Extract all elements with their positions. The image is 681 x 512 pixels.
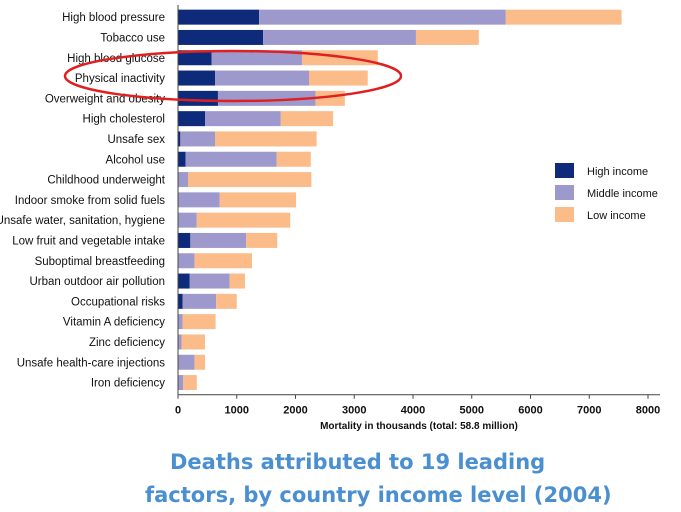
bar-low-income	[183, 375, 197, 391]
legend: High income Middle income Low income	[555, 163, 658, 222]
category-label: Overweight and obesity	[45, 93, 165, 105]
category-label: Low fruit and vegetable intake	[12, 235, 165, 247]
x-tick-label: 7000	[577, 405, 601, 417]
bar-middle-income	[180, 131, 216, 147]
bar-high-income	[178, 111, 206, 127]
bar-high-income	[178, 131, 181, 147]
bar-high-income	[178, 50, 212, 66]
x-tick-label: 0	[175, 405, 181, 417]
bar-low-income	[219, 192, 297, 208]
category-label: Unsafe health-care injections	[17, 357, 166, 369]
bar-low-income	[229, 273, 245, 289]
category-label: Unsafe sex	[107, 134, 165, 146]
category-label: High cholesterol	[83, 114, 165, 126]
bar-low-income	[215, 131, 317, 147]
bar-middle-income	[205, 111, 281, 127]
x-axis-title: Mortality in thousands (total: 58.8 mill…	[320, 421, 518, 432]
bar-middle-income	[263, 29, 416, 45]
bar-high-income	[178, 293, 183, 309]
category-label: High blood pressure	[62, 12, 165, 24]
bar-high-income	[178, 9, 260, 25]
bar-low-income	[246, 232, 278, 248]
bar-low-income	[196, 212, 291, 228]
bar-middle-income	[178, 192, 220, 208]
legend-swatch-high-income	[555, 163, 574, 178]
category-label: Physical inactivity	[75, 73, 165, 85]
category-label: Occupational risks	[71, 296, 165, 308]
bar-middle-income	[178, 253, 195, 269]
bar-middle-income	[189, 273, 230, 289]
legend-label-high-income: High income	[587, 166, 648, 178]
bar-low-income	[505, 9, 622, 25]
caption-line-2: factors, by country income level (2004)	[145, 483, 612, 507]
x-tick-label: 2000	[283, 405, 307, 417]
bar-low-income	[194, 354, 206, 370]
bar-low-income	[309, 70, 368, 86]
category-label: Urban outdoor air pollution	[29, 276, 165, 288]
bar-middle-income	[211, 50, 302, 66]
bar-low-income	[280, 111, 334, 127]
category-label: Iron deficiency	[91, 378, 165, 390]
bar-high-income	[178, 29, 264, 45]
category-label: Alcohol use	[106, 154, 165, 166]
x-axis: 0 1000 2000 3000 4000 5000 6000 7000 8000	[175, 5, 660, 417]
bar-middle-income	[185, 151, 277, 167]
bar-high-income	[178, 232, 191, 248]
bar-middle-income	[190, 232, 247, 248]
bar-high-income	[178, 273, 190, 289]
x-tick-label: 8000	[636, 405, 660, 417]
bar-middle-income	[178, 375, 184, 391]
category-label: Suboptimal breastfeeding	[35, 256, 165, 268]
legend-label-low-income: Low income	[587, 210, 646, 222]
caption-line-1: Deaths attributed to 19 leading	[170, 450, 546, 474]
x-tick-label: 1000	[225, 405, 249, 417]
category-label: Vitamin A deficiency	[63, 317, 165, 329]
bar-low-income	[216, 293, 237, 309]
legend-swatch-low-income	[555, 207, 574, 222]
x-tick-label: 4000	[401, 405, 425, 417]
bar-high-income	[178, 151, 186, 167]
bar-low-income	[276, 151, 311, 167]
legend-label-middle-income: Middle income	[587, 188, 658, 200]
x-tick-label: 6000	[518, 405, 542, 417]
bar-low-income	[181, 334, 206, 350]
bar-middle-income	[182, 293, 217, 309]
bar-middle-income	[178, 314, 183, 330]
category-label: Childhood underweight	[47, 175, 165, 187]
bar-high-income	[178, 70, 216, 86]
bar-low-income	[187, 172, 312, 188]
legend-swatch-middle-income	[555, 185, 574, 200]
bar-low-income	[194, 253, 253, 269]
x-tick-label: 3000	[342, 405, 366, 417]
bar-middle-income	[178, 212, 197, 228]
bar-middle-income	[178, 354, 195, 370]
highlight-ellipse	[63, 49, 403, 103]
bar-low-income	[415, 29, 479, 45]
bar-middle-income	[215, 70, 310, 86]
bar-middle-income	[178, 334, 182, 350]
bar-low-income	[182, 314, 216, 330]
bar-middle-income	[259, 9, 506, 25]
category-label: Unsafe water, sanitation, hygiene	[0, 215, 165, 227]
category-label: Zinc deficiency	[89, 337, 165, 349]
bar-high-income	[178, 90, 218, 106]
bar-middle-income	[178, 172, 188, 188]
x-tick-label: 5000	[460, 405, 484, 417]
category-label: Indoor smoke from solid fuels	[15, 195, 165, 207]
category-label: Tobacco use	[100, 32, 165, 44]
